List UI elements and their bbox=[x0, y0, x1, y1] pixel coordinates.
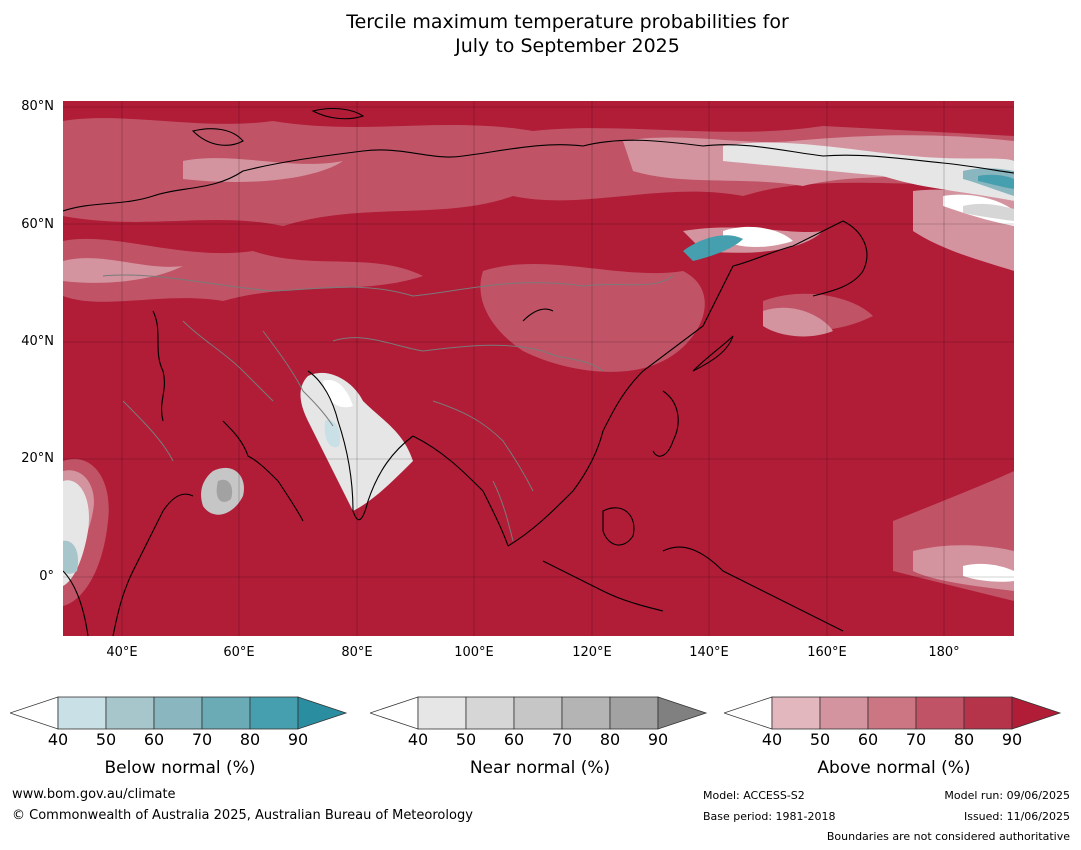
lon-label-100e: 100°E bbox=[454, 645, 494, 660]
model-text: Model: ACCESS-S2 bbox=[703, 789, 805, 802]
coastlines bbox=[63, 107, 1014, 636]
base-period-text: Base period: 1981-2018 bbox=[703, 810, 836, 823]
above-tick-90: 90 bbox=[1001, 730, 1023, 749]
map-svg bbox=[63, 101, 1014, 636]
above-tick-40: 40 bbox=[761, 730, 783, 749]
colorbar-below-normal bbox=[10, 696, 348, 730]
lon-label-120e: 120°E bbox=[572, 645, 612, 660]
colorbar-segment-3 bbox=[867, 696, 917, 730]
near-normal-zones bbox=[63, 142, 1014, 586]
lat-label-60n: 60°N bbox=[21, 217, 54, 232]
country-borders bbox=[102, 274, 674, 542]
colorbar-segment-4 bbox=[561, 696, 611, 730]
lat-label-20n: 20°N bbox=[21, 451, 54, 466]
near-tick-70: 70 bbox=[551, 730, 573, 749]
below-normal-title: Below normal (%) bbox=[104, 758, 256, 778]
colorbar-above-normal bbox=[724, 696, 1062, 730]
below-tick-60: 60 bbox=[143, 730, 165, 749]
colorbar-segment-6 bbox=[657, 696, 708, 730]
issued-text: Issued: 11/06/2025 bbox=[963, 810, 1070, 823]
colorbar-segment-4 bbox=[201, 696, 251, 730]
legend-near-normal: 40 50 60 70 80 90 Near normal (%) bbox=[370, 696, 710, 778]
legend-above-normal: 40 50 60 70 80 90 Above normal (%) bbox=[724, 696, 1064, 778]
website-link[interactable]: www.bom.gov.au/climate bbox=[12, 787, 176, 802]
below-tick-90: 90 bbox=[287, 730, 309, 749]
near-tick-50: 50 bbox=[455, 730, 477, 749]
title-line-1: Tercile maximum temperature probabilitie… bbox=[346, 11, 789, 33]
near-tick-60: 60 bbox=[503, 730, 525, 749]
near-tick-40: 40 bbox=[407, 730, 429, 749]
colorbar-segment-5 bbox=[249, 696, 299, 730]
below-tick-80: 80 bbox=[239, 730, 261, 749]
colorbar-segment-1 bbox=[57, 696, 107, 730]
below-tick-50: 50 bbox=[95, 730, 117, 749]
colorbar-segment-6 bbox=[297, 696, 348, 730]
lat-label-80n: 80°N bbox=[21, 99, 54, 114]
lat-label-40n: 40°N bbox=[21, 334, 54, 349]
probability-map bbox=[63, 101, 1014, 636]
colorbar-near-normal bbox=[370, 696, 708, 730]
above-normal-title: Above normal (%) bbox=[817, 758, 971, 778]
graticule bbox=[63, 101, 1014, 636]
colorbar-segment-0 bbox=[724, 696, 773, 730]
colorbar-segment-4 bbox=[915, 696, 965, 730]
colorbar-segment-5 bbox=[609, 696, 659, 730]
above-tick-60: 60 bbox=[857, 730, 879, 749]
lon-label-80e: 80°E bbox=[341, 645, 373, 660]
colorbar-segment-5 bbox=[963, 696, 1013, 730]
copyright-text: © Commonwealth of Australia 2025, Austra… bbox=[12, 808, 473, 823]
near-tick-80: 80 bbox=[599, 730, 621, 749]
title-line-2: July to September 2025 bbox=[455, 35, 680, 57]
above-tick-70: 70 bbox=[905, 730, 927, 749]
model-run-text: Model run: 09/06/2025 bbox=[944, 789, 1070, 802]
colorbar-segment-2 bbox=[105, 696, 155, 730]
colorbar-segment-2 bbox=[465, 696, 515, 730]
below-tick-40: 40 bbox=[47, 730, 69, 749]
colorbar-segment-2 bbox=[819, 696, 869, 730]
chart-title: Tercile maximum temperature probabilitie… bbox=[0, 10, 1081, 58]
colorbar-segment-3 bbox=[153, 696, 203, 730]
lon-label-160e: 160°E bbox=[807, 645, 847, 660]
below-normal-zones bbox=[63, 168, 1014, 574]
lat-label-0: 0° bbox=[39, 569, 54, 584]
lon-label-180: 180° bbox=[928, 645, 960, 660]
colorbar-segment-0 bbox=[370, 696, 419, 730]
boundaries-disclaimer: Boundaries are not considered authoritat… bbox=[826, 830, 1070, 843]
near-normal-title: Near normal (%) bbox=[469, 758, 611, 778]
below-tick-70: 70 bbox=[191, 730, 213, 749]
above-tick-80: 80 bbox=[953, 730, 975, 749]
lon-label-140e: 140°E bbox=[689, 645, 729, 660]
colorbar-segment-0 bbox=[10, 696, 59, 730]
legend-below-normal: 40 50 60 70 80 90 Below normal (%) bbox=[10, 696, 350, 778]
colorbar-segment-6 bbox=[1011, 696, 1062, 730]
above-tick-50: 50 bbox=[809, 730, 831, 749]
colorbar-segment-1 bbox=[771, 696, 821, 730]
colorbar-segment-1 bbox=[417, 696, 467, 730]
near-tick-90: 90 bbox=[647, 730, 669, 749]
lon-label-60e: 60°E bbox=[223, 645, 255, 660]
colorbar-segment-3 bbox=[513, 696, 563, 730]
lon-label-40e: 40°E bbox=[106, 645, 138, 660]
